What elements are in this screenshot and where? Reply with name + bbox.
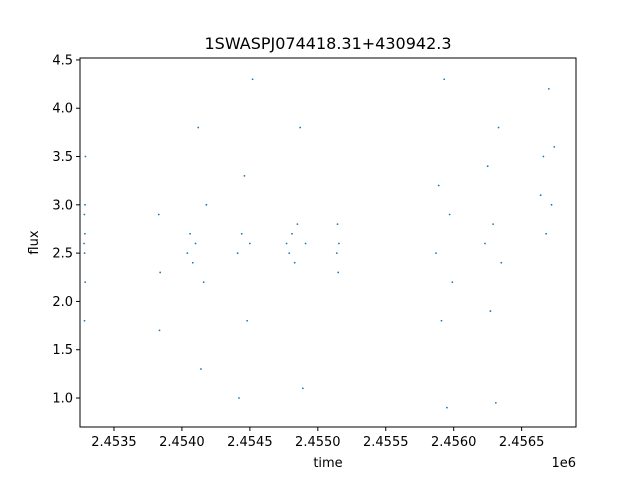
data-point: [84, 203, 86, 206]
data-point: [191, 261, 194, 264]
data-point: [550, 203, 553, 206]
y-tick-label: 2.0: [52, 295, 73, 310]
data-point: [189, 232, 191, 235]
data-point: [84, 155, 87, 158]
y-tick-label: 4.0: [52, 102, 73, 117]
data-point: [202, 281, 205, 284]
data-point: [448, 213, 451, 216]
data-point: [238, 397, 240, 399]
y-axis-label: flux: [27, 230, 42, 254]
data-point: [246, 319, 249, 322]
data-point: [435, 252, 437, 255]
y-tick-label: 1.5: [52, 343, 73, 358]
data-point: [301, 387, 304, 390]
data-point: [194, 242, 197, 245]
data-point: [83, 213, 86, 216]
data-point: [157, 213, 160, 216]
data-point: [288, 252, 291, 255]
data-point: [83, 242, 85, 245]
data-point: [248, 242, 251, 245]
data-point: [186, 252, 189, 255]
x-tick-label: 2.4545: [227, 435, 273, 450]
data-point: [251, 78, 254, 81]
data-point: [542, 155, 545, 158]
y-tick-label: 1.0: [52, 392, 73, 407]
data-point: [545, 232, 548, 235]
data-point: [291, 232, 293, 235]
data-point: [489, 310, 492, 312]
x-tick-label: 2.4565: [499, 435, 545, 450]
data-point: [299, 126, 302, 129]
x-tick-label: 2.4560: [431, 435, 477, 450]
data-point: [443, 78, 446, 81]
x-tick-label: 2.4540: [159, 435, 205, 450]
y-tick-label: 3.5: [52, 150, 73, 165]
data-point: [335, 252, 338, 255]
data-point: [446, 406, 448, 409]
x-axis-label: time: [313, 456, 342, 471]
data-point: [285, 242, 288, 245]
data-points: [83, 78, 556, 409]
data-point: [304, 242, 307, 245]
x-tick-label: 2.4550: [295, 435, 341, 450]
x-axis-ticks: 2.4535 2.4540 2.4545 2.4550 2.4555 2.4560 2.45…: [91, 427, 544, 450]
y-axis-ticks: 1.0 1.5 2.0 2.5 3.0 3.5 4.0 4.5: [52, 53, 80, 407]
data-point: [492, 223, 495, 226]
data-point: [484, 242, 486, 245]
y-tick-label: 4.5: [52, 53, 73, 68]
data-point: [547, 88, 550, 90]
data-point: [243, 174, 246, 177]
x-axis-offset-label: 1e6: [551, 456, 576, 471]
data-point: [451, 281, 454, 284]
data-point: [486, 165, 489, 168]
data-point: [197, 126, 200, 129]
data-point: [500, 261, 503, 264]
chart-title: 1SWASPJ074418.31+430942.3: [204, 34, 451, 53]
data-point: [337, 271, 340, 274]
y-tick-label: 2.5: [52, 247, 73, 262]
data-point: [83, 319, 86, 322]
data-point: [83, 252, 86, 255]
data-point: [205, 203, 208, 206]
data-point: [437, 184, 440, 187]
data-point: [336, 223, 339, 226]
data-point: [200, 368, 202, 370]
data-point: [440, 319, 443, 322]
x-tick-label: 2.4535: [91, 435, 137, 450]
y-tick-label: 3.0: [52, 198, 73, 213]
x-tick-label: 2.4555: [363, 435, 409, 450]
data-point: [494, 401, 497, 404]
data-point: [83, 232, 86, 235]
data-point: [497, 126, 500, 129]
data-point: [158, 329, 161, 332]
data-point: [84, 281, 87, 284]
data-point: [236, 252, 239, 255]
data-point: [337, 242, 340, 245]
data-point: [553, 145, 556, 148]
plot-frame: [79, 57, 577, 428]
data-point: [159, 271, 162, 274]
data-point: [296, 223, 299, 226]
data-point: [240, 232, 243, 235]
data-point: [539, 194, 542, 197]
data-point: [293, 261, 296, 264]
